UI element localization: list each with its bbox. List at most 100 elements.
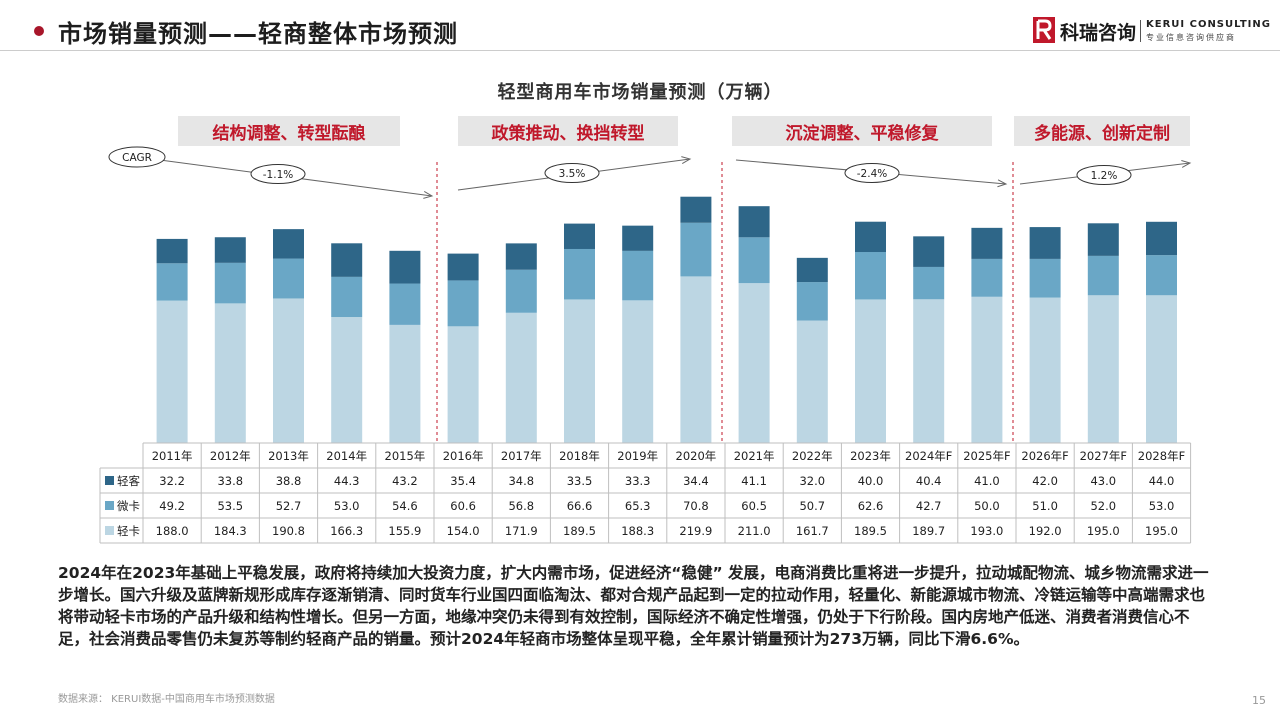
cell-轻卡-2011年: 188.0 [156, 524, 189, 538]
cell-轻客-2027年F: 43.0 [1090, 474, 1116, 488]
bar-轻卡-2014年 [331, 317, 363, 443]
bar-轻卡-2013年 [273, 298, 304, 443]
bar-轻卡-2028年F [1146, 295, 1177, 443]
cell-轻卡-2019年: 188.3 [621, 524, 654, 538]
bar-微卡-2023年 [855, 252, 886, 300]
phase-label-4: 多能源、创新定制 [1014, 116, 1190, 146]
bar-轻客-2020年 [680, 196, 712, 223]
bar-微卡-2022年 [796, 282, 828, 321]
table-header-2025年F: 2025年F [963, 449, 1010, 463]
bar-轻卡-2023年 [855, 299, 886, 443]
bar-轻卡-2021年 [738, 283, 770, 443]
logo-subtitle: 专业信息咨询供应商 [1146, 33, 1236, 42]
logo-divider [1140, 20, 1141, 42]
legend-swatch-微卡 [105, 501, 114, 510]
table-header-2013年: 2013年 [268, 449, 309, 463]
bar-轻客-2014年 [331, 243, 363, 277]
cell-微卡-2019年: 65.3 [625, 499, 651, 513]
cell-轻卡-2025年F: 193.0 [970, 524, 1003, 538]
phase-label-2: 政策推动、换挡转型 [458, 116, 678, 146]
bar-微卡-2027年F [1087, 255, 1119, 296]
bar-轻客-2026年F [1029, 227, 1061, 259]
table-header-2023年: 2023年 [850, 449, 891, 463]
cell-轻客-2020年: 34.4 [683, 474, 709, 488]
cell-微卡-2011年: 49.2 [159, 499, 185, 513]
logo-text-en: KERUI CONSULTING [1146, 19, 1271, 30]
bar-轻客-2015年 [389, 250, 421, 284]
bar-微卡-2028年F [1146, 255, 1177, 296]
table-header-2017年: 2017年 [501, 449, 542, 463]
cell-微卡-2028年F: 53.0 [1149, 499, 1175, 513]
cell-微卡-2016年: 60.6 [450, 499, 476, 513]
chart-title: 轻型商用车市场销量预测（万辆） [497, 82, 783, 103]
cell-微卡-2026年F: 51.0 [1032, 499, 1058, 513]
bar-微卡-2025年F [971, 258, 1003, 297]
cell-轻卡-2024年F: 189.7 [912, 524, 945, 538]
cagr-tag-label: CAGR [122, 152, 152, 164]
table-header-2026年F: 2026年F [1021, 449, 1068, 463]
bar-轻客-2016年 [447, 253, 479, 281]
cell-轻卡-2027年F: 195.0 [1087, 524, 1120, 538]
cagr-value-1: -1.1% [263, 169, 293, 181]
cagr-value-3: -2.4% [857, 168, 887, 180]
table-header-2021年: 2021年 [734, 449, 775, 463]
bar-微卡-2024年F [913, 266, 945, 300]
bar-微卡-2015年 [389, 283, 421, 325]
table-header-2019年: 2019年 [617, 449, 658, 463]
cagr-arrowhead-4-icon [1181, 160, 1192, 168]
header: 市场销量预测——轻商整体市场预测 科瑞咨询 KERUI CONSULTING 专… [0, 0, 1280, 62]
bar-轻客-2019年 [622, 225, 654, 251]
data-source: 数据来源： KERUI数据-中国商用车市场预测数据 [58, 694, 275, 705]
bar-轻客-2025年F [971, 227, 1003, 259]
bar-轻卡-2026年F [1029, 297, 1061, 443]
bar-微卡-2019年 [622, 250, 654, 301]
cell-轻客-2023年: 40.0 [858, 474, 884, 488]
cell-轻卡-2015年: 155.9 [388, 524, 421, 538]
cell-轻客-2014年: 44.3 [334, 474, 360, 488]
bar-微卡-2011年 [156, 263, 188, 301]
cell-微卡-2017年: 56.8 [508, 499, 534, 513]
stacked-bar-chart: -1.1% 3.5% -2.4% 1.2% CAGR 2011年 2012年 2013年 201… [99, 146, 1192, 544]
cell-微卡-2015年: 54.6 [392, 499, 418, 513]
table-header-2011年: 2011年 [152, 449, 193, 463]
table-header-2015年: 2015年 [385, 449, 426, 463]
cell-微卡-2013年: 52.7 [276, 499, 302, 513]
bar-轻卡-2016年 [447, 326, 479, 443]
cell-轻客-2015年: 43.2 [392, 474, 418, 488]
phase-label-1: 结构调整、转型酝酿 [178, 116, 400, 146]
header-divider [0, 50, 1280, 51]
bar-轻客-2021年 [738, 206, 770, 238]
bar-轻卡-2020年 [680, 276, 712, 443]
cell-轻客-2022年: 32.0 [799, 474, 825, 488]
phase-label-3: 沉淀调整、平稳修复 [732, 116, 992, 146]
cell-微卡-2027年F: 52.0 [1090, 499, 1116, 513]
bar-轻卡-2012年 [214, 303, 246, 443]
cell-轻客-2013年: 38.8 [276, 474, 302, 488]
cell-微卡-2014年: 53.0 [334, 499, 360, 513]
bar-轻客-2011年 [156, 238, 188, 264]
cell-微卡-2018年: 66.6 [567, 499, 593, 513]
description-text: 2024年在2023年基础上平稳发展，政府将持续加大投资力度，扩大内需市场，促进… [58, 564, 1209, 648]
bar-微卡-2021年 [738, 237, 770, 284]
bar-微卡-2018年 [564, 248, 595, 300]
bar-轻卡-2018年 [564, 299, 595, 443]
cagr-badge-2 [544, 163, 600, 183]
cagr-value-2: 3.5% [559, 168, 586, 180]
bar-轻客-2012年 [214, 237, 246, 263]
table-header-2020年: 2020年 [676, 449, 717, 463]
bar-轻卡-2019年 [622, 300, 654, 443]
kerui-logo-icon [1033, 17, 1055, 43]
cell-轻卡-2022年: 161.7 [796, 524, 829, 538]
bar-轻客-2024年F [913, 236, 945, 267]
bar-轻客-2018年 [564, 223, 595, 249]
cell-轻客-2016年: 35.4 [450, 474, 476, 488]
bar-轻客-2027年F [1087, 223, 1119, 256]
cell-轻客-2019年: 33.3 [625, 474, 651, 488]
bar-轻卡-2024年F [913, 299, 945, 443]
cell-微卡-2020年: 70.8 [683, 499, 709, 513]
bar-微卡-2020年 [680, 222, 712, 277]
bar-轻卡-2022年 [796, 320, 828, 443]
cell-微卡-2012年: 53.5 [217, 499, 243, 513]
logo-text-cn: 科瑞咨询 [1060, 22, 1137, 44]
cell-轻客-2026年F: 42.0 [1032, 474, 1058, 488]
